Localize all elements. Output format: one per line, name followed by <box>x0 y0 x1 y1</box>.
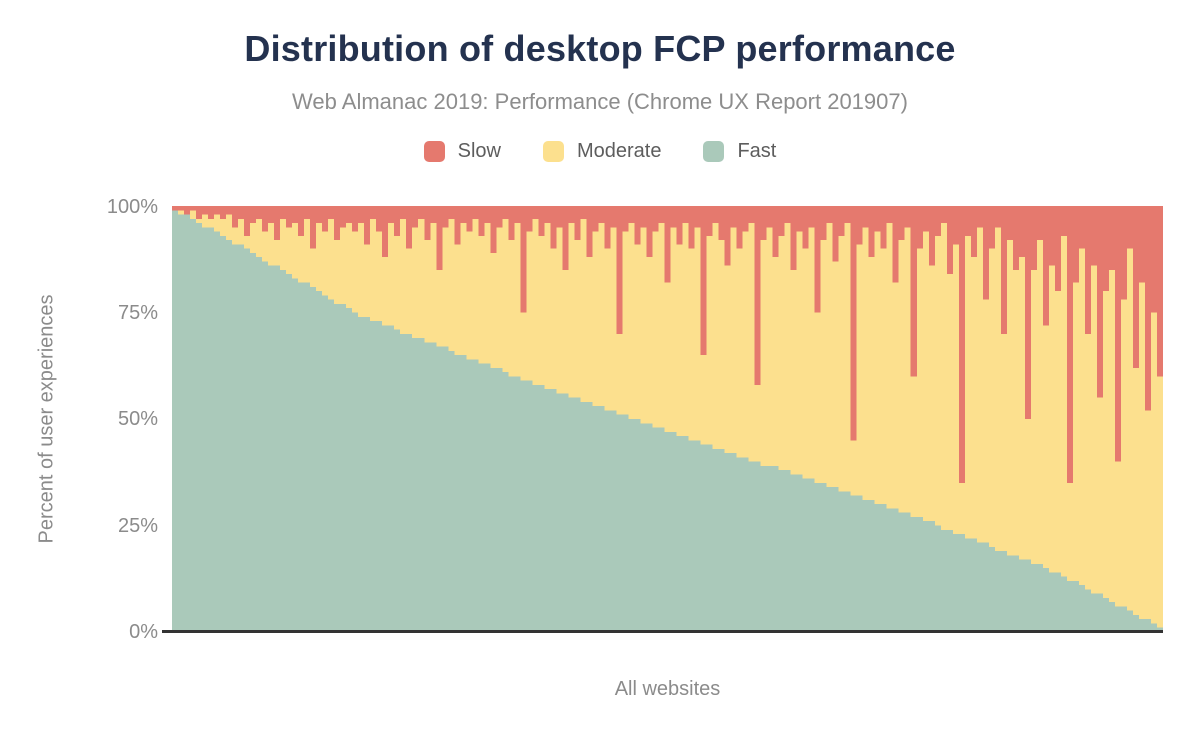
legend-label-moderate: Moderate <box>576 140 662 162</box>
plot-area[interactable] <box>172 206 1163 632</box>
y-tick-0: 0% <box>129 621 158 643</box>
chart-title: Distribution of desktop FCP performance <box>244 28 956 69</box>
legend-swatch-fast <box>703 141 725 162</box>
legend-label-fast: Fast <box>737 140 777 162</box>
x-axis-title: All websites <box>614 678 721 700</box>
legend-item-slow[interactable]: Slow <box>423 140 501 163</box>
x-axis-line <box>162 630 1163 633</box>
legend-swatch-slow <box>423 141 445 162</box>
legend-item-fast[interactable]: Fast <box>703 140 776 163</box>
legend-item-moderate[interactable]: Moderate <box>542 140 662 163</box>
legend-swatch-moderate <box>542 141 564 162</box>
y-tick-25: 25% <box>117 515 158 537</box>
y-axis-title: Percent of user experiences <box>35 294 58 544</box>
y-tick-50: 50% <box>117 408 158 430</box>
stacked-bars[interactable] <box>172 206 1163 632</box>
legend-label-slow: Slow <box>457 140 501 162</box>
y-tick-75: 75% <box>117 302 158 324</box>
chart-subtitle: Web Almanac 2019: Performance (Chrome UX… <box>292 89 908 114</box>
legend: Slow Moderate Fast <box>0 140 1200 163</box>
y-tick-100: 100% <box>106 196 158 218</box>
